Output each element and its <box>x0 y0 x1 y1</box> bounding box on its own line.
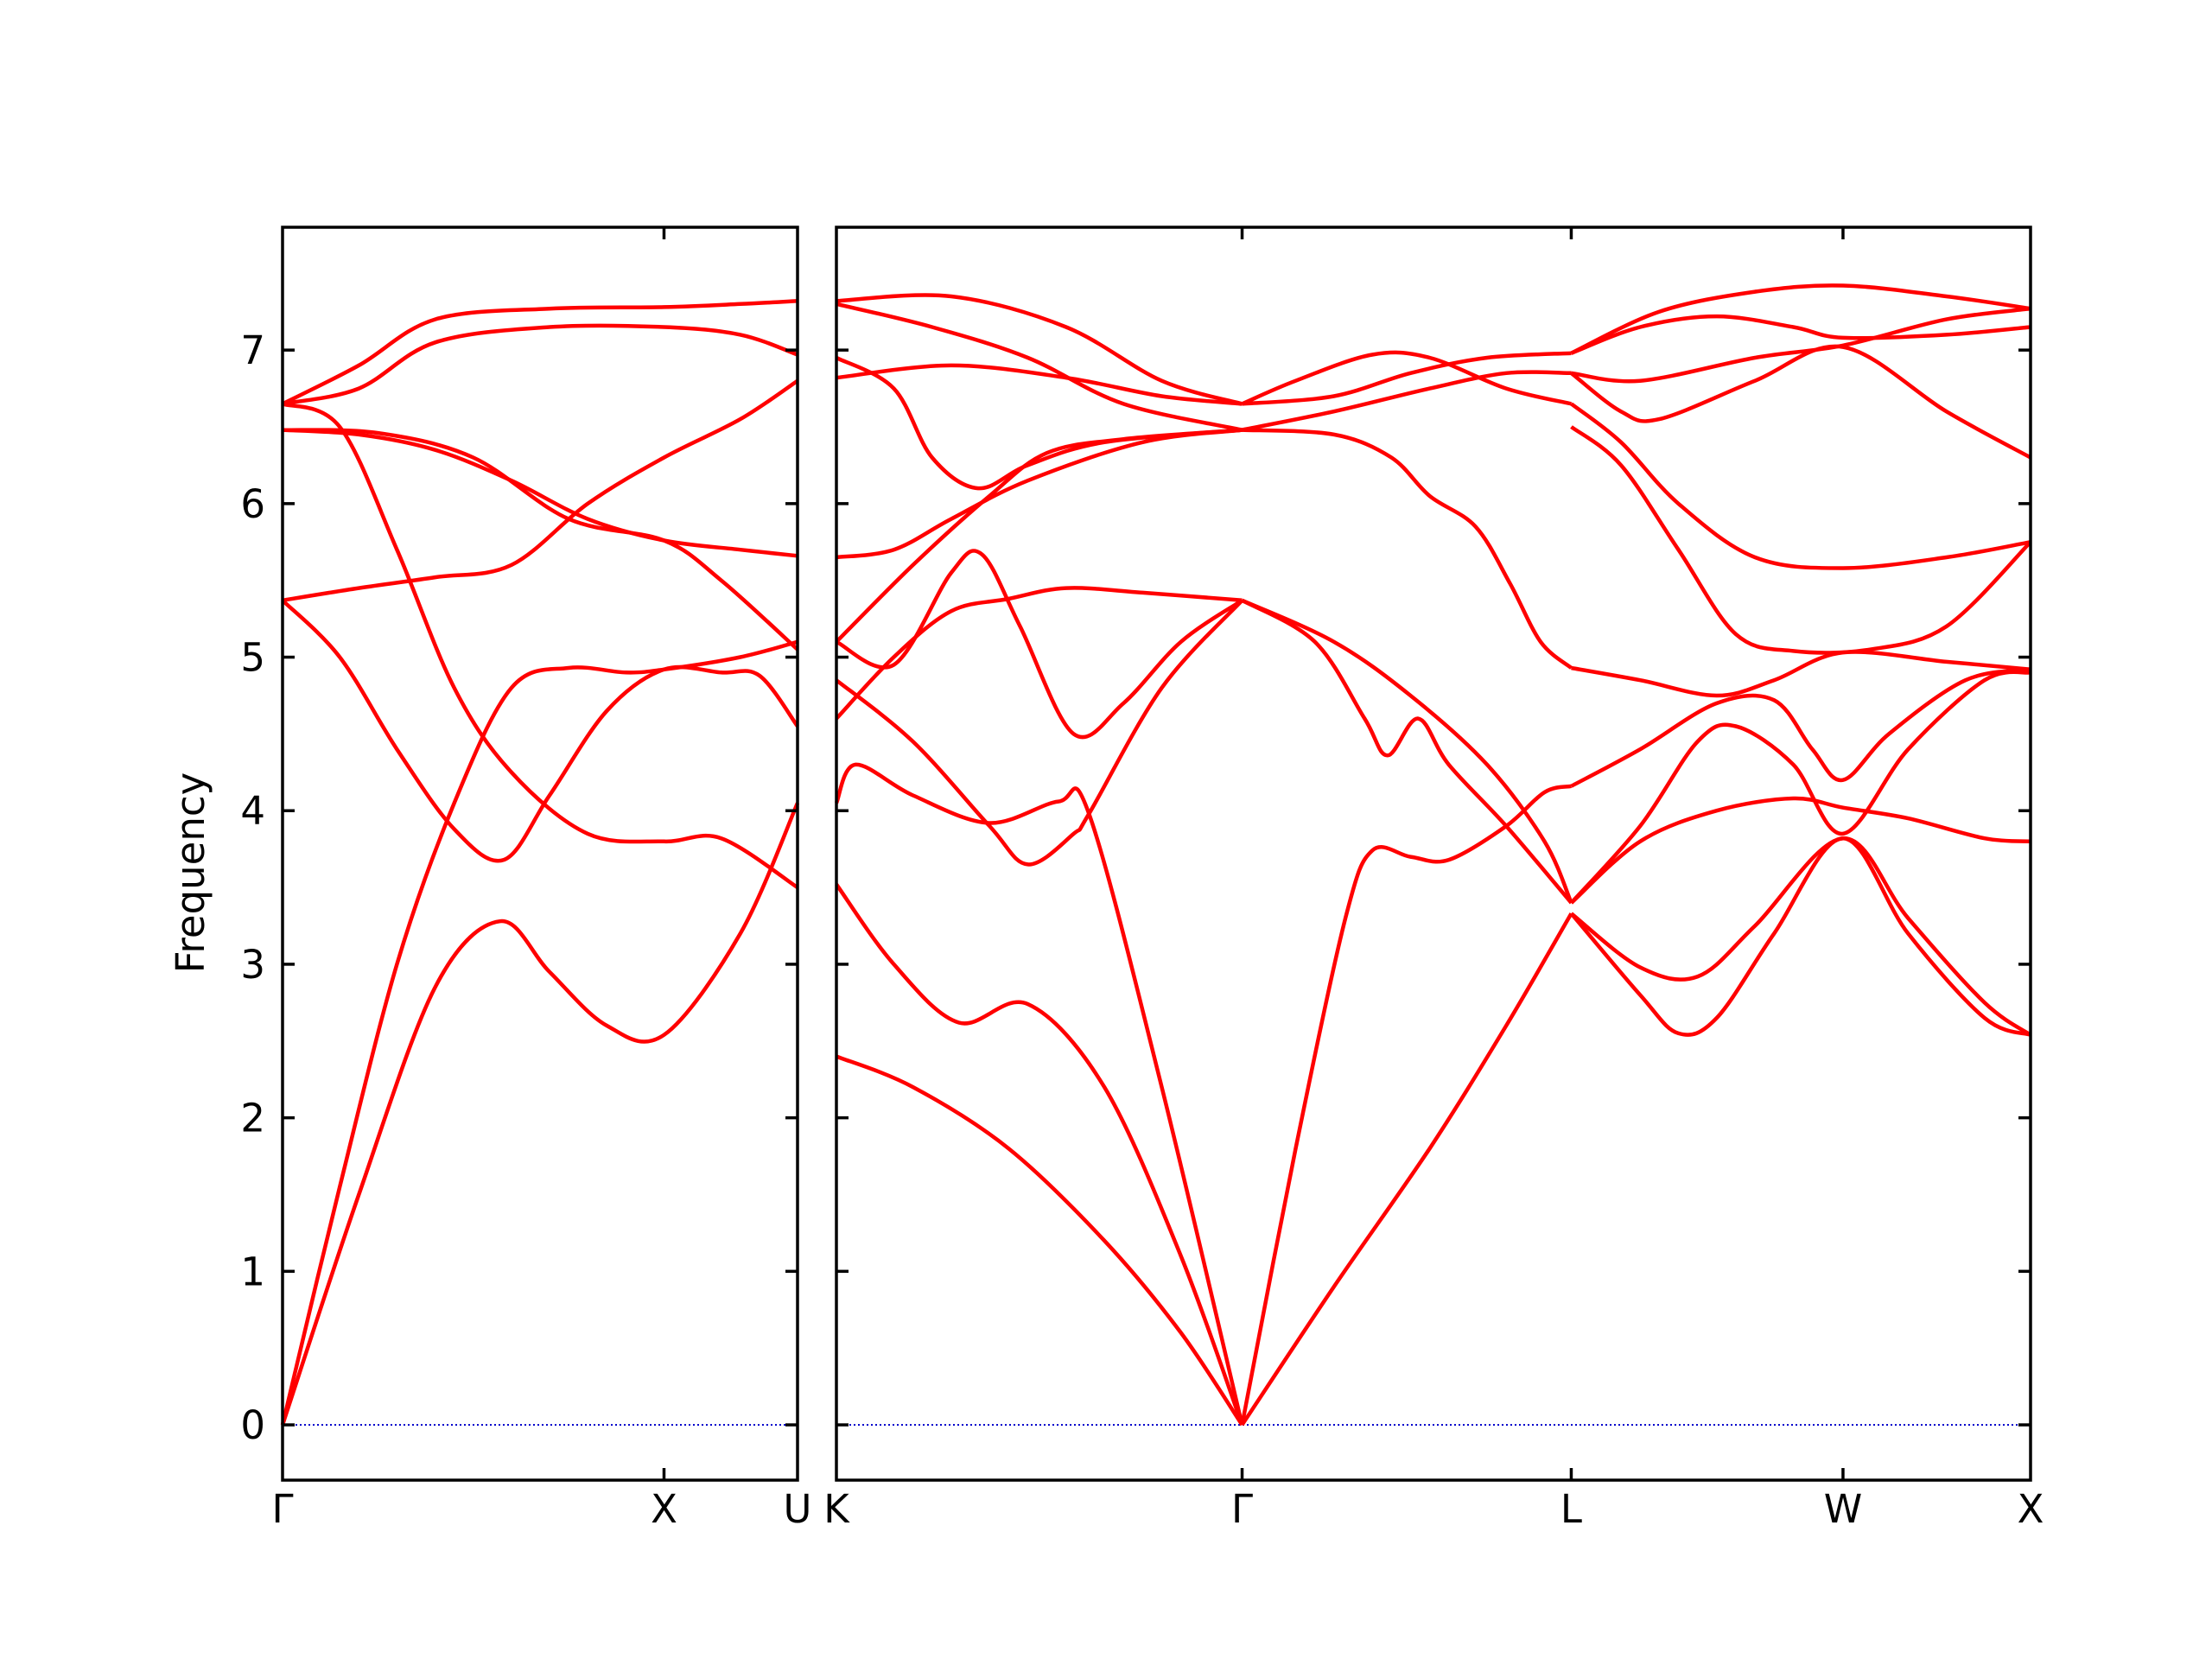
band-line-2-6 <box>835 586 1243 721</box>
band-line-2-28 <box>1570 402 2031 570</box>
band-line-1-9 <box>281 299 798 406</box>
band-line-2-30 <box>1571 306 2031 384</box>
y-tick-label: 4 <box>240 788 265 834</box>
band-line-2-32 <box>1570 283 2031 355</box>
x-tick-label: K <box>823 1486 850 1532</box>
x-tick-label: Γ <box>271 1486 293 1532</box>
band-line-2-23 <box>1569 836 2031 1037</box>
band-line-1-8 <box>282 323 798 406</box>
band-line-2-10 <box>836 363 1243 406</box>
x-tick-label: X <box>651 1486 677 1532</box>
band-line-2-31 <box>1570 314 2031 355</box>
band-line-1-7 <box>282 428 799 652</box>
x-tick-label: U <box>784 1486 812 1532</box>
band-line-2-29 <box>1570 344 2032 460</box>
band-line-1-1 <box>280 802 800 1426</box>
band-line-2-21 <box>1569 796 2031 905</box>
band-line-2-11 <box>836 302 1243 432</box>
plot-frame <box>835 226 2032 1482</box>
band-line-2-27 <box>1570 425 2032 655</box>
band-line-2-17 <box>1242 428 1573 670</box>
y-tick-label: 7 <box>240 327 265 373</box>
y-tick-label: 1 <box>240 1249 265 1294</box>
band-line-2-18 <box>1242 370 1572 432</box>
band-line-2-8 <box>836 428 1243 560</box>
band-line-2-19 <box>1242 351 1572 406</box>
panel-1: 0 1 2 3 4 5 6 7 Γ X U <box>240 226 812 1532</box>
x-tick-label: Γ <box>1231 1486 1253 1532</box>
y-axis-label: Frequency <box>168 772 213 973</box>
band-line-2-9 <box>835 355 1243 491</box>
band-line-2-3 <box>834 762 1244 1426</box>
y-tick-label: 2 <box>240 1096 265 1141</box>
band-line-2-12 <box>836 293 1243 406</box>
band-line-2-4 <box>835 599 1244 867</box>
band-line-1-6 <box>282 402 799 889</box>
x-tick-label: L <box>1560 1486 1582 1532</box>
band-line-1-4 <box>282 378 799 603</box>
y-tick-label: 5 <box>240 635 265 681</box>
y-tick-label: 3 <box>240 942 265 988</box>
band-line-1-2 <box>280 639 798 1426</box>
x-tick-label: W <box>1824 1486 1863 1532</box>
band-line-2-25 <box>1570 667 2031 788</box>
x-tick-label: X <box>2018 1486 2044 1532</box>
band-line-2-2 <box>835 883 1244 1426</box>
band-line-2-16 <box>1240 912 1573 1427</box>
chart-panels: 0 1 2 3 4 5 6 7 Γ X U K Γ L W X <box>240 226 2044 1532</box>
plot-frame <box>281 226 799 1482</box>
band-line-2-1 <box>836 1054 1244 1427</box>
band-line-2-14 <box>1241 598 1573 904</box>
y-tick-label: 6 <box>240 481 265 527</box>
band-line-1-5 <box>282 428 798 558</box>
band-line-2-24 <box>1570 836 2032 1037</box>
band-line-2-22 <box>1569 670 2031 905</box>
band-line-2-26 <box>1571 650 2031 698</box>
band-line-2-5 <box>835 549 1243 740</box>
band-line-2-20 <box>1241 350 1573 406</box>
band-line-1-3 <box>281 599 799 863</box>
y-tick-label: 0 <box>240 1402 265 1448</box>
band-line-2-15 <box>1240 784 1573 1426</box>
